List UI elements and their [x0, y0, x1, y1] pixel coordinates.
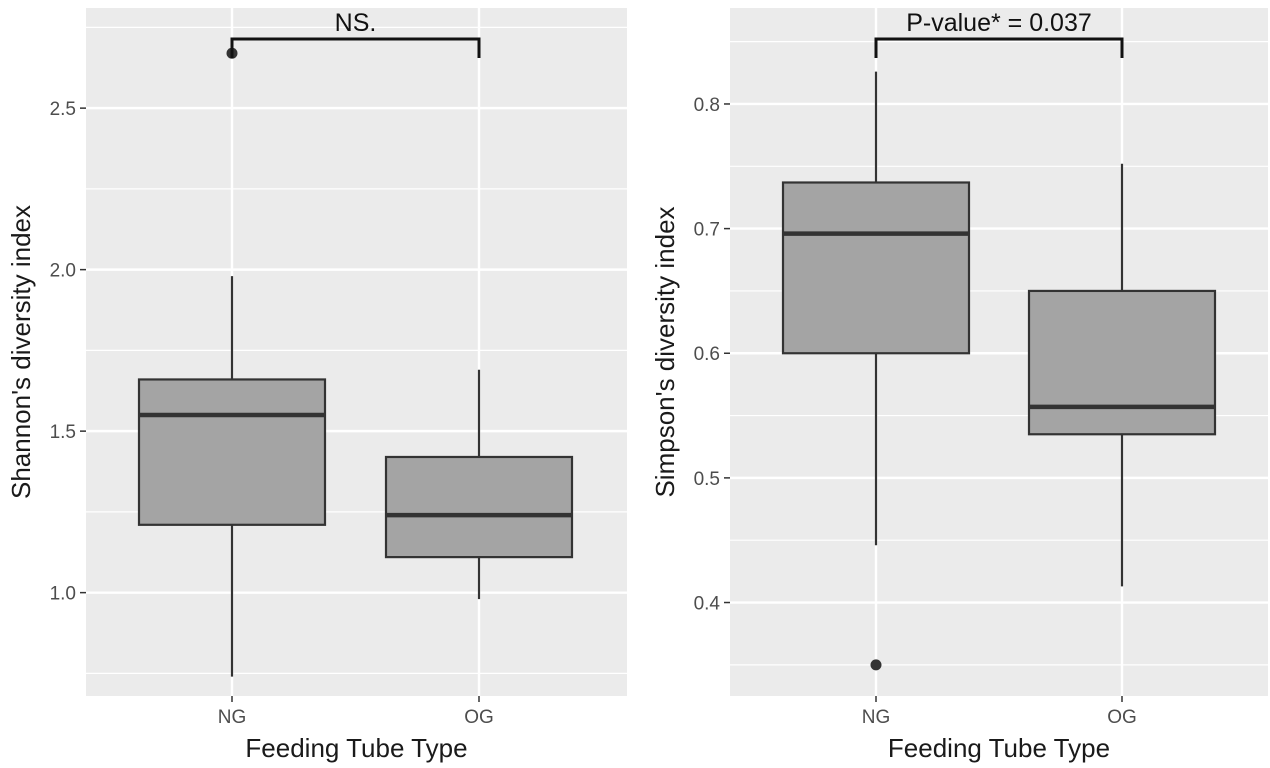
shannon-box-ng [137, 47, 327, 677]
simpson-significance-label: P-value* = 0.037 [906, 9, 1092, 37]
simpson-y-tick-label: 0.7 [694, 220, 720, 241]
shannon-x-axis-title: Feeding Tube Type [245, 733, 467, 763]
simpson-outlier-point [870, 659, 882, 671]
simpson-y-tick-label: 0.6 [694, 344, 720, 365]
shannon-y-axis-title: Shannon's diversity index [6, 205, 36, 499]
simpson-x-axis-title: Feeding Tube Type [888, 733, 1110, 763]
shannon-box-og [384, 369, 574, 600]
shannon-panel-background [86, 8, 627, 696]
shannon-significance-label: NS. [335, 9, 377, 37]
simpson-significance-bracket [874, 37, 1124, 58]
simpson-y-tick-label: 0.5 [694, 469, 720, 490]
simpson-box-ng [781, 71, 971, 671]
shannon-x-tick-label: OG [464, 707, 494, 728]
shannon-y-tick-label: 1.5 [50, 422, 76, 443]
simpson-x-tick-label: OG [1107, 707, 1137, 728]
shannon-significance-bracket [230, 37, 481, 58]
shannon-x-tick-label: NG [218, 707, 247, 728]
simpson-iqr-box [781, 181, 971, 355]
simpson-y-axis-title: Simpson's diversity index [650, 206, 680, 497]
simpson-iqr-box [1027, 289, 1217, 436]
shannon-y-tick-label: 2.5 [50, 99, 76, 120]
shannon-y-tick-label: 2.0 [50, 261, 76, 282]
shannon-y-tick-label: 1.0 [50, 584, 76, 605]
simpson-y-tick-label: 0.8 [694, 95, 720, 116]
shannon-iqr-box [384, 455, 574, 559]
shannon-iqr-box [137, 378, 327, 526]
simpson-x-tick-label: NG [862, 707, 891, 728]
simpson-box-og [1027, 163, 1217, 587]
shannon-panel: 1.0 1.5 2.0 2.5 NG OG NS. Feeding Tube Type Shan… [6, 8, 627, 763]
simpson-y-tick-label: 0.4 [694, 594, 721, 615]
simpson-panel: 0.4 0.5 0.6 0.7 0.8 NG OG P-value* = 0.037 Feedi… [650, 8, 1268, 763]
